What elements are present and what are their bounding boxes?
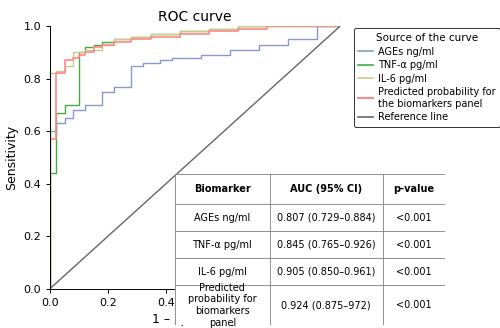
Text: <0.001: <0.001 [396, 213, 432, 223]
Text: IL-6 pg/ml: IL-6 pg/ml [198, 267, 246, 277]
Text: 0.845 (0.765–0.926): 0.845 (0.765–0.926) [277, 240, 376, 250]
Text: AGEs ng/ml: AGEs ng/ml [194, 213, 250, 223]
Y-axis label: Sensitivity: Sensitivity [4, 125, 18, 190]
Text: TNF-α pg/ml: TNF-α pg/ml [192, 240, 252, 250]
Title: ROC curve: ROC curve [158, 10, 232, 24]
Text: AUC (95% CI): AUC (95% CI) [290, 184, 362, 194]
Text: Biomarker: Biomarker [194, 184, 250, 194]
Text: 0.807 (0.729–0.884): 0.807 (0.729–0.884) [277, 213, 376, 223]
X-axis label: 1 – specificity: 1 – specificity [152, 313, 238, 326]
Text: <0.001: <0.001 [396, 300, 432, 310]
Text: <0.001: <0.001 [396, 240, 432, 250]
Text: 0.905 (0.850–0.961): 0.905 (0.850–0.961) [277, 267, 376, 277]
Text: p-value: p-value [394, 184, 434, 194]
Text: 0.924 (0.875–972): 0.924 (0.875–972) [282, 300, 371, 310]
Text: <0.001: <0.001 [396, 267, 432, 277]
Legend: AGEs ng/ml, TNF-α pg/ml, IL-6 pg/ml, Predicted probability for
the biomarkers pa: AGEs ng/ml, TNF-α pg/ml, IL-6 pg/ml, Pre… [354, 29, 500, 127]
Text: Predicted
probability for
biomarkers
panel: Predicted probability for biomarkers pan… [188, 283, 256, 327]
